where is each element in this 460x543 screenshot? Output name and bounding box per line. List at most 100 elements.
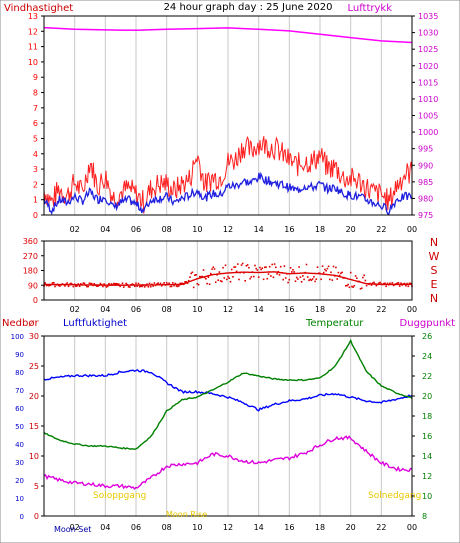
panel-dir-y-tick-270: 270 <box>23 252 38 261</box>
direction-point <box>282 278 284 281</box>
direction-point <box>229 280 232 283</box>
panel-wind-y-right-tick-1000: 1000 <box>418 128 438 137</box>
direction-point <box>59 285 61 287</box>
direction-point <box>77 283 80 285</box>
panel-climate-rain-tick-10: 10 <box>29 452 39 461</box>
direction-point <box>184 281 186 283</box>
direction-point <box>260 268 262 271</box>
panel-wind-series <box>43 26 413 216</box>
panel-dir-x-tick-06: 06 <box>131 305 141 314</box>
direction-point <box>137 282 140 285</box>
direction-point <box>327 265 330 268</box>
direction-point <box>88 282 91 285</box>
panel-dir-x-tick-18: 18 <box>315 305 325 314</box>
panel-climate-temp-tick-10: 10 <box>422 492 432 501</box>
direction-point <box>67 285 70 288</box>
direction-point <box>122 286 125 288</box>
direction-point <box>284 277 287 279</box>
direction-point <box>105 286 108 288</box>
direction-point <box>295 276 298 279</box>
direction-point <box>223 277 226 279</box>
direction-point <box>363 274 365 277</box>
direction-point <box>289 267 292 269</box>
panel-wind-y-right-tick-1030: 1030 <box>418 29 438 38</box>
panel-dir-x-tick-16: 16 <box>284 305 294 314</box>
direction-point <box>131 283 134 285</box>
direction-point <box>165 282 168 284</box>
direction-point <box>75 285 77 287</box>
direction-point <box>217 279 219 281</box>
direction-point <box>278 274 281 276</box>
direction-point <box>351 285 353 288</box>
direction-point <box>219 280 222 282</box>
direction-point <box>146 283 148 285</box>
direction-point <box>359 288 362 290</box>
direction-point <box>201 275 203 278</box>
panel-climate-temp-tick-12: 12 <box>422 472 432 481</box>
direction-point <box>212 266 215 268</box>
direction-point <box>159 282 162 285</box>
direction-point <box>321 265 324 267</box>
dewpoint-axis-label: Duggpunkt <box>400 318 456 329</box>
pressure-axis-label: Lufttrykk <box>347 3 392 14</box>
panel-climate-temp-tick-8: 8 <box>422 512 427 521</box>
direction-point <box>352 286 354 288</box>
direction-point <box>410 282 412 285</box>
direction-point <box>379 281 381 284</box>
direction-point <box>119 285 121 288</box>
direction-point <box>345 285 347 287</box>
panel-wind-y-tick-5: 5 <box>33 134 38 143</box>
panel-climate-humidity-tick-50: 50 <box>15 423 24 431</box>
temperature-line <box>43 338 413 451</box>
panel-wind-y-tick-6: 6 <box>33 119 38 128</box>
direction-point <box>140 285 142 287</box>
direction-point <box>48 284 50 287</box>
direction-point <box>108 282 110 285</box>
panel-climate-x-tick-04: 04 <box>100 523 110 532</box>
direction-point <box>265 266 267 268</box>
compass-E-3: E <box>431 278 438 291</box>
direction-point <box>270 275 272 277</box>
panel-dir-x-tick-12: 12 <box>223 305 233 314</box>
compass-N-4: N <box>430 292 438 305</box>
direction-point <box>406 282 408 285</box>
panel-wind-x-tick-18: 18 <box>315 225 325 234</box>
direction-point <box>364 279 367 282</box>
direction-point <box>314 280 316 283</box>
direction-point <box>176 285 179 288</box>
direction-point <box>335 266 337 269</box>
direction-point <box>283 265 286 267</box>
direction-point <box>192 286 195 289</box>
wind-axis-label: Vindhastighet <box>4 3 73 14</box>
direction-point <box>275 266 277 269</box>
panel-climate-x-tick-06: 06 <box>131 523 141 532</box>
direction-point <box>118 283 120 285</box>
panel-wind-x-tick-04: 04 <box>100 225 110 234</box>
direction-point <box>174 282 177 285</box>
panel-dir-x-tick-20: 20 <box>346 305 356 314</box>
panel-climate-temp-tick-26: 26 <box>422 332 432 341</box>
panel-climate-humidity-tick-10: 10 <box>15 495 24 503</box>
direction-point <box>276 273 278 275</box>
panel-climate-humidity-tick-100: 100 <box>11 333 24 341</box>
direction-point <box>82 282 85 284</box>
panel-climate-temp-tick-14: 14 <box>422 452 432 461</box>
panel-wind-y-tick-4: 4 <box>33 150 38 159</box>
direction-point <box>311 278 314 280</box>
direction-point <box>302 275 304 277</box>
direction-point <box>325 269 327 272</box>
panel-climate-temp-tick-18: 18 <box>422 412 432 421</box>
panel-climate-humidity-ticks: 0 10 20 30 40 50 60 70 80 90 100 <box>11 333 24 521</box>
direction-point <box>136 285 138 287</box>
direction-point <box>306 276 309 278</box>
direction-point <box>227 275 229 278</box>
direction-point <box>241 262 244 265</box>
direction-point <box>287 281 289 284</box>
direction-point <box>259 266 261 269</box>
direction-point <box>214 281 217 283</box>
direction-point <box>267 273 270 275</box>
direction-point <box>266 277 269 280</box>
direction-point <box>116 283 119 285</box>
direction-point <box>170 285 173 288</box>
